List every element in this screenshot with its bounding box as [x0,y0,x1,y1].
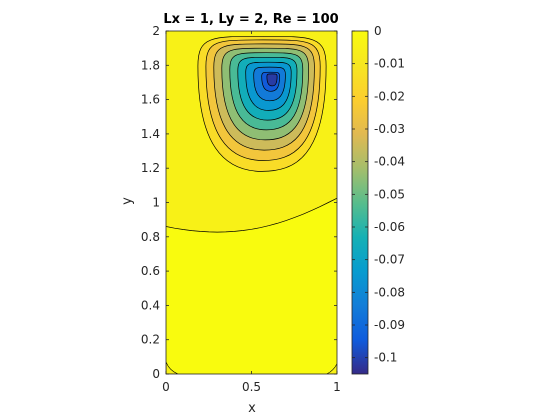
y-tick-label: 0.6 [141,264,160,278]
contour-line-level [229,52,304,131]
y-tick-label: 1 [152,196,160,210]
colorbar-tick-label: -0.08 [374,285,405,299]
x-tick-label: 0.5 [242,380,261,394]
colorbar-tick-label: -0.07 [374,253,405,267]
colorbar-tick-label: -0.01 [374,57,405,71]
contour-line-level [253,66,286,102]
colorbar-tick-label: -0.09 [374,318,405,332]
y-tick-label: 1.8 [141,58,160,72]
y-axis-label: y [120,197,135,205]
y-tick-label: 0.2 [141,333,160,347]
x-axis-label: x [248,401,256,416]
x-tick-label: 1 [333,380,341,394]
contour-line-level [245,61,292,111]
colorbar-tick-label: -0.06 [374,220,405,234]
colorbar-ticks: 0 -0.01 -0.02 -0.03 -0.04 -0.05 -0.06 -0.07 -0.0… [352,24,405,365]
contour-line-level [237,56,298,121]
colorbar-frame [351,30,369,375]
colorbar-tick-label: -0.02 [374,89,405,103]
y-tick-label: 0 [152,367,160,381]
contour-fills [166,31,337,374]
plot-area: 0 0.5 1 00.20.40.60.811.21.41.61.82 [141,24,341,394]
colorbar-bar [352,31,368,374]
colorbar: 0 -0.01 -0.02 -0.03 -0.04 -0.05 -0.06 -0.07 -0.0… [351,24,405,375]
colorbar-tick-label: -0.1 [374,351,397,365]
y-tick-label: 1.2 [141,161,160,175]
contour-line-level [205,39,321,161]
x-axis-ticks: 0 0.5 1 [162,31,341,394]
contour-line-level [197,35,327,172]
chart-title: Lx = 1, Ly = 2, Re = 100 [163,12,338,27]
contour-line-level [213,43,315,151]
y-tick-label: 2 [152,24,160,38]
y-tick-label: 1.4 [141,127,160,141]
y-axis-ticks: 0 0.2 0.4 0.6 0.8 1 1.2 1.4 1.6 1.8 2 [141,24,337,381]
y-tick-label: 1.6 [141,93,160,107]
contour-lines [166,35,337,233]
contour-line-zero [166,197,337,233]
contour-fill-level [266,73,278,86]
contour-line-level [266,73,278,87]
corner-eddy-left [166,361,179,374]
x-tick-label: 0 [162,380,170,394]
colorbar-tick-label: 0 [374,24,382,38]
contour-line-level [261,71,280,92]
colorbar-tick-label: -0.05 [374,187,405,201]
y-tick-label: 0.4 [141,298,160,312]
y-tick-label: 0.8 [141,230,160,244]
colorbar-tick-label: -0.04 [374,155,405,169]
colorbar-tick-label: -0.03 [374,122,405,136]
corner-eddy-right [326,363,337,374]
contour-line-level [221,47,309,141]
